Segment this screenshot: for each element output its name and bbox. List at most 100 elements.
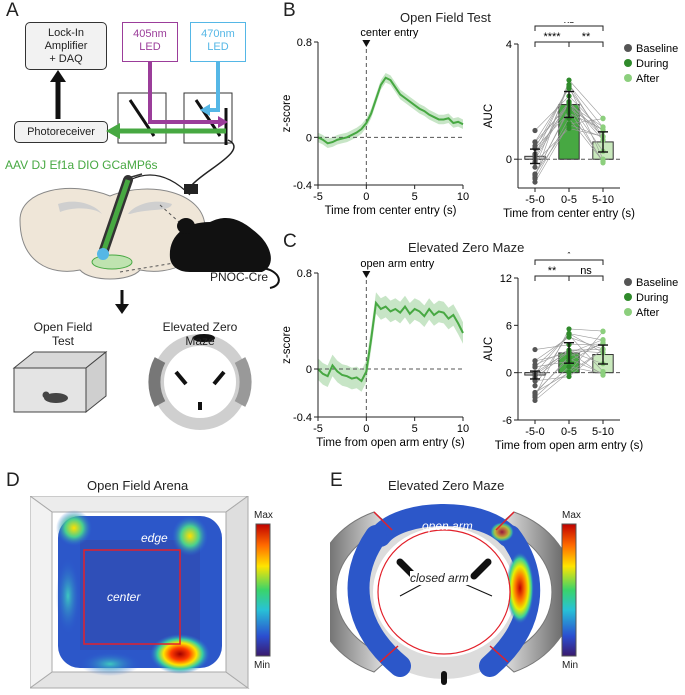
panel-b-trace-plot: center entry -5 0 5 10 -0.4 0 0.8 Time from cent… [281, 28, 469, 217]
x-tick-label: 0-5 [561, 194, 577, 206]
event-marker [362, 271, 371, 278]
ezm-ring [152, 334, 248, 430]
x-tick-label: -5-0 [525, 194, 545, 206]
x-tick-label: 0 [363, 191, 369, 203]
occupancy-hotspot-top [490, 522, 514, 542]
sig-label-right: ns [580, 265, 592, 277]
flow-arrow-head [115, 304, 129, 314]
subject-point [532, 139, 538, 145]
photoreceiver-box: Photoreceiver [14, 121, 108, 143]
hotspot-left [56, 558, 80, 634]
ezm-label-line2: Maze [185, 334, 215, 348]
subject-point [566, 332, 572, 338]
led470-line1: 470nm [201, 28, 235, 40]
subject-point [566, 326, 572, 332]
oft-mouse [44, 393, 68, 403]
subject-point [532, 127, 538, 134]
y-tick-label: 4 [506, 39, 512, 51]
colorbar-d [255, 523, 271, 657]
subject-point [532, 364, 538, 370]
arena-wall-right [225, 496, 249, 689]
closed-arm-label: closed arm [410, 571, 469, 585]
sem-band [318, 292, 463, 392]
subject-point [566, 125, 572, 132]
ventricle-right [128, 201, 172, 214]
panel-label-b: B [283, 0, 296, 21]
x-tick-label: -5-0 [525, 426, 545, 438]
ventricle-left [58, 201, 102, 214]
light-path-470 [208, 62, 220, 112]
boundary-2 [495, 511, 515, 531]
y-tick-label: 6 [506, 320, 512, 332]
y-tick-label: -0.4 [293, 180, 312, 192]
x-tick-label: 10 [457, 191, 469, 203]
mouse-ear [177, 218, 195, 234]
legend-marker [624, 308, 632, 316]
maze-inner [377, 529, 511, 655]
panel-d-title: Open Field Arena [87, 478, 189, 493]
subject-point [566, 373, 572, 380]
mean-trace [317, 300, 464, 383]
y-tick-label: -0.4 [293, 412, 312, 424]
subject-point [600, 370, 606, 377]
arena-wall-left [30, 496, 53, 689]
arena-wall-top [30, 496, 249, 513]
subject-point [600, 158, 606, 164]
led-405-box: 405nm LED [122, 22, 178, 62]
panel-label-a: A [6, 0, 19, 21]
panel-b-title: Open Field Test [400, 10, 491, 25]
optic-fiber [191, 139, 235, 186]
subject-point [600, 328, 606, 334]
subject-point [566, 364, 572, 370]
ezm-marker-1 [174, 370, 188, 386]
boundary-4 [489, 645, 509, 663]
lockin-amplifier-box: Lock-In Amplifier + DAQ [25, 22, 107, 70]
legend-marker [624, 293, 632, 301]
hotspot-tr [172, 516, 208, 556]
panel-e-title: Elevated Zero Maze [388, 478, 505, 493]
ezm-mouse [193, 334, 215, 342]
led405-line2: LED [139, 41, 161, 53]
subject-point [532, 394, 538, 400]
lockin-line3: + DAQ [49, 53, 83, 65]
y-axis-label: z-score [281, 95, 293, 133]
x-axis-label: Time from center entry (s) [503, 208, 635, 220]
y-tick-label: 0 [506, 154, 512, 166]
event-marker [362, 40, 371, 47]
x-tick-label: -5 [313, 423, 323, 435]
led-470-box: 470nm LED [190, 22, 246, 62]
virus-label: AAV DJ Ef1a DIO GCaMP6s [5, 158, 158, 172]
legend-marker [624, 44, 632, 52]
oft-box-side [85, 350, 107, 414]
subject-point [600, 115, 606, 121]
oft-label: Open Field Test [28, 320, 98, 348]
subject-point [532, 346, 538, 353]
panel-d-heatmap [30, 496, 271, 689]
y-tick-label: 0.8 [297, 37, 312, 49]
legend-marker [624, 59, 632, 67]
subject-point [566, 121, 572, 128]
mean-trace [317, 76, 464, 145]
mouse-body [169, 217, 271, 272]
legend-label: After [636, 73, 660, 85]
signal-arrow-head [50, 70, 66, 82]
y-tick-label: 0 [306, 364, 312, 376]
sig-label-top: * [567, 252, 571, 260]
arena-wall-bottom [30, 671, 250, 689]
colorbar-e-min: Min [562, 660, 579, 671]
edge-label: edge [141, 531, 168, 545]
x-axis-label: Time from open arm entry (s) [316, 437, 465, 449]
subject-point [532, 176, 538, 182]
occupancy-left-arm [347, 525, 411, 677]
colorbar-d-min: Min [254, 660, 271, 671]
center-label: center [107, 590, 141, 604]
light-path-470-head [200, 104, 210, 116]
subject-point [532, 171, 538, 177]
mouse-line-label: PNOC-Cre [210, 270, 269, 284]
x-tick-label: 0-5 [561, 426, 577, 438]
colorbar-e [561, 523, 577, 657]
sig-bracket-right [568, 41, 604, 47]
x-axis-label: Time from open arm entry (s) [495, 440, 644, 452]
legend-label: After [636, 307, 660, 319]
emission-path-head [106, 123, 120, 139]
